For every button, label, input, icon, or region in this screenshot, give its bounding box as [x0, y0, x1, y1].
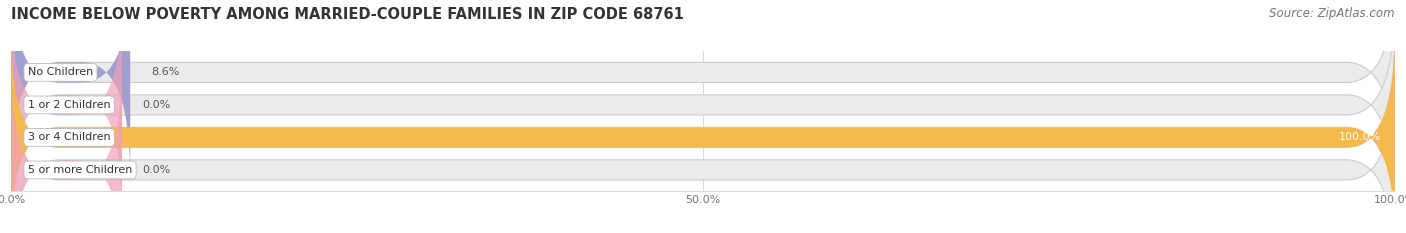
FancyBboxPatch shape — [11, 34, 1395, 233]
Text: INCOME BELOW POVERTY AMONG MARRIED-COUPLE FAMILIES IN ZIP CODE 68761: INCOME BELOW POVERTY AMONG MARRIED-COUPL… — [11, 7, 685, 22]
Text: 0.0%: 0.0% — [142, 165, 172, 175]
Text: 0.0%: 0.0% — [142, 100, 172, 110]
Text: Source: ZipAtlas.com: Source: ZipAtlas.com — [1270, 7, 1395, 20]
FancyBboxPatch shape — [11, 34, 1395, 233]
FancyBboxPatch shape — [11, 0, 131, 176]
Text: 8.6%: 8.6% — [150, 67, 180, 77]
FancyBboxPatch shape — [11, 66, 122, 233]
Text: 5 or more Children: 5 or more Children — [28, 165, 132, 175]
Text: 3 or 4 Children: 3 or 4 Children — [28, 132, 111, 142]
Text: 1 or 2 Children: 1 or 2 Children — [28, 100, 111, 110]
Text: 100.0%: 100.0% — [1339, 132, 1381, 142]
FancyBboxPatch shape — [11, 1, 1395, 209]
Text: No Children: No Children — [28, 67, 93, 77]
FancyBboxPatch shape — [11, 66, 1395, 233]
FancyBboxPatch shape — [11, 0, 1395, 176]
FancyBboxPatch shape — [11, 1, 122, 209]
